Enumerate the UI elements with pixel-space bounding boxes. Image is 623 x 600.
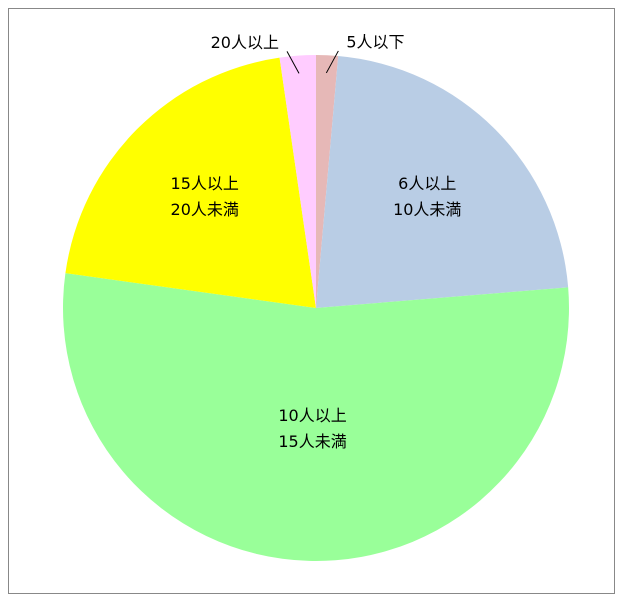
pie-slice — [316, 55, 569, 308]
slice-label: 20人以上 — [211, 33, 279, 52]
pie-slice — [65, 57, 316, 309]
slice-label: 20人未満 — [171, 200, 239, 219]
slice-label: 15人未満 — [278, 432, 346, 451]
pie-slice — [316, 55, 339, 308]
pie-slice — [62, 273, 569, 561]
slice-label: 5人以下 — [346, 32, 404, 51]
slice-label: 10人未満 — [393, 200, 461, 219]
pie-slice — [279, 55, 316, 308]
leader-line — [286, 51, 300, 74]
slice-label: 10人以上 — [278, 406, 346, 425]
slice-label: 6人以上 — [398, 174, 456, 193]
leader-line — [325, 50, 339, 74]
slice-label: 15人以上 — [171, 174, 239, 193]
